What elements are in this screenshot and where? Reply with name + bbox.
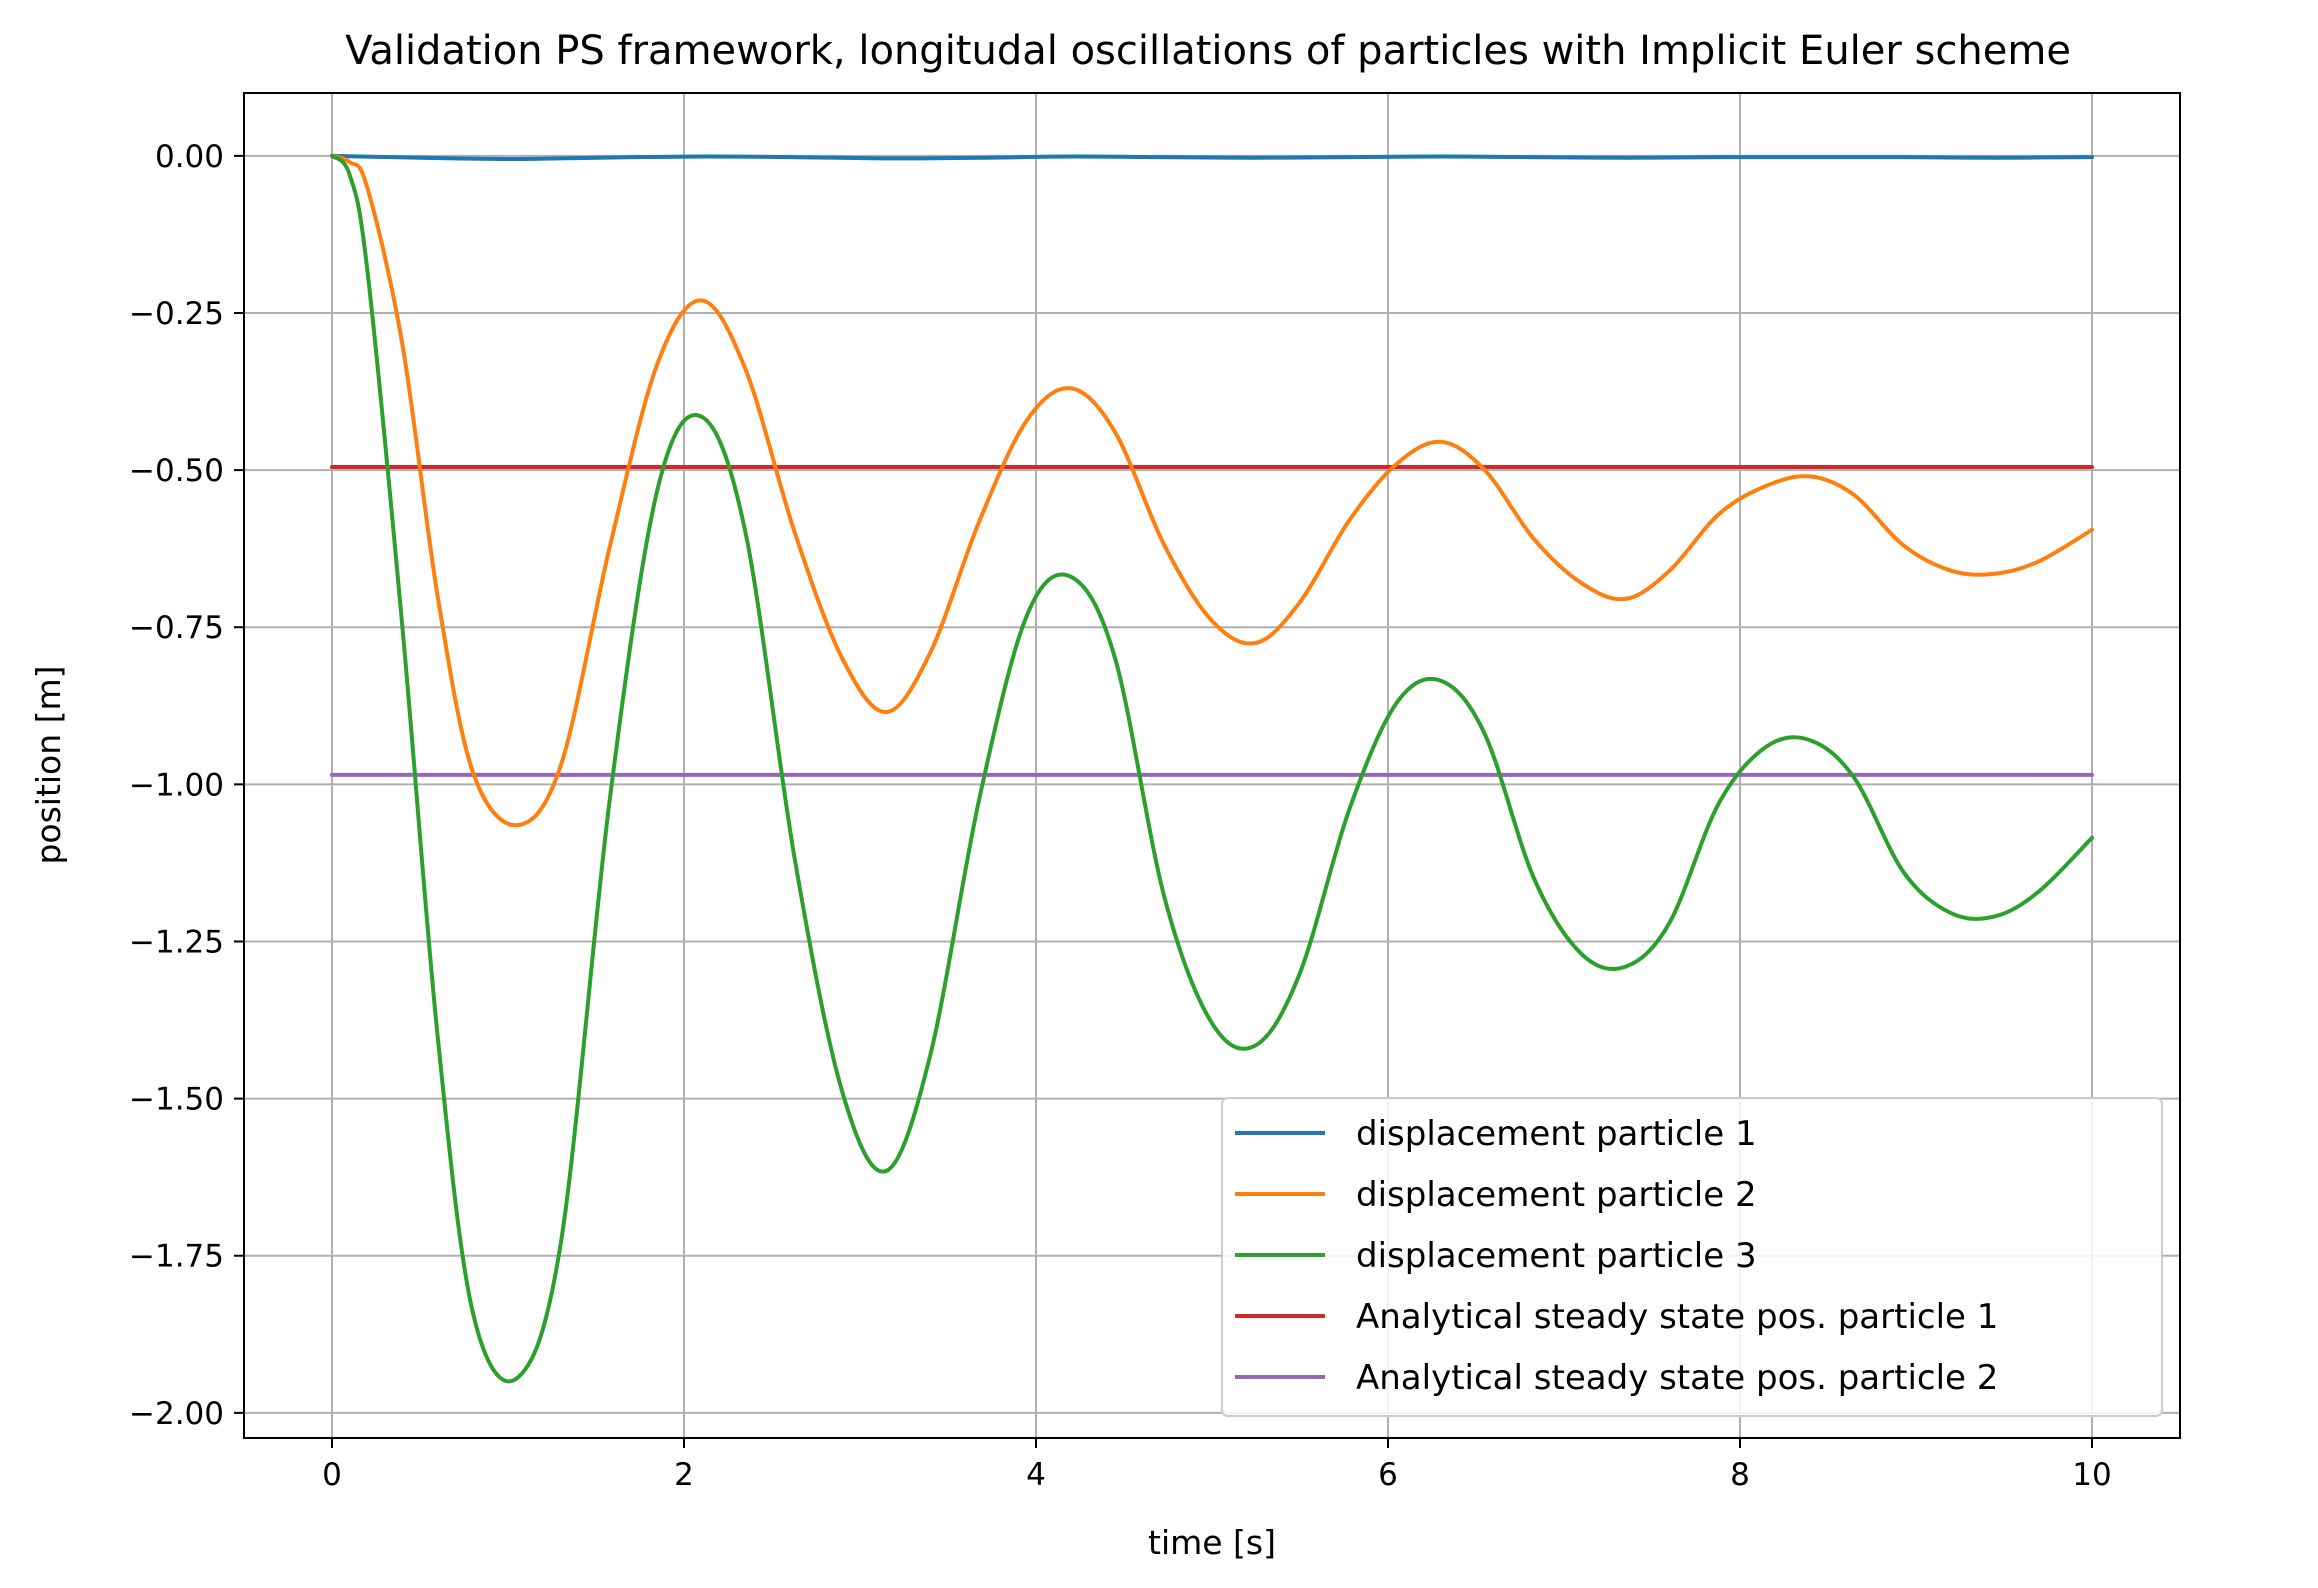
y-tick-label: 0.00 <box>155 139 224 175</box>
legend: displacement particle 1 displacement part… <box>1221 1097 2163 1417</box>
y-tick-label: −1.50 <box>129 1082 224 1118</box>
legend-entry-label: Analytical steady state pos. particle 2 <box>1356 1358 1998 1398</box>
y-tick-label: −0.50 <box>129 453 224 489</box>
legend-entry-label: displacement particle 1 <box>1356 1114 1757 1154</box>
legend-entry-label: displacement particle 2 <box>1356 1175 1757 1215</box>
y-axis: 0.00 −0.25 −0.50 −0.75 −1.00 −1.25 −1.50 −1.75 −… <box>129 139 244 1432</box>
x-tick-label: 8 <box>1730 1457 1750 1493</box>
y-tick-label: −0.25 <box>129 296 224 332</box>
axes-frame <box>243 92 2181 1439</box>
y-tick-label: −1.75 <box>129 1239 224 1275</box>
chart-title: Validation PS framework, longitudal osci… <box>345 28 2071 74</box>
x-axis-label: time [s] <box>1148 1523 1276 1562</box>
x-tick-label: 2 <box>674 1457 694 1493</box>
legend-entry-label: displacement particle 3 <box>1356 1236 1757 1276</box>
x-axis: 0 2 4 6 8 10 <box>322 1438 2112 1493</box>
legend-box <box>1221 1097 2163 1417</box>
series-line-1 <box>330 153 2094 161</box>
x-tick-label: 0 <box>322 1457 342 1493</box>
x-tick-label: 4 <box>1026 1457 1046 1493</box>
series-layer <box>330 153 2094 1384</box>
y-tick-label: −0.75 <box>129 610 224 646</box>
y-tick-label: −1.00 <box>129 767 224 803</box>
x-tick-label: 10 <box>2072 1457 2111 1493</box>
y-tick-label: −1.25 <box>129 924 224 960</box>
y-axis-label: position [m] <box>29 665 68 864</box>
legend-entry-label: Analytical steady state pos. particle 1 <box>1356 1297 1998 1337</box>
series-line-3 <box>330 153 2094 1384</box>
y-tick-label: −2.00 <box>129 1396 224 1432</box>
series-line-2 <box>330 153 2094 828</box>
x-tick-label: 6 <box>1378 1457 1398 1493</box>
